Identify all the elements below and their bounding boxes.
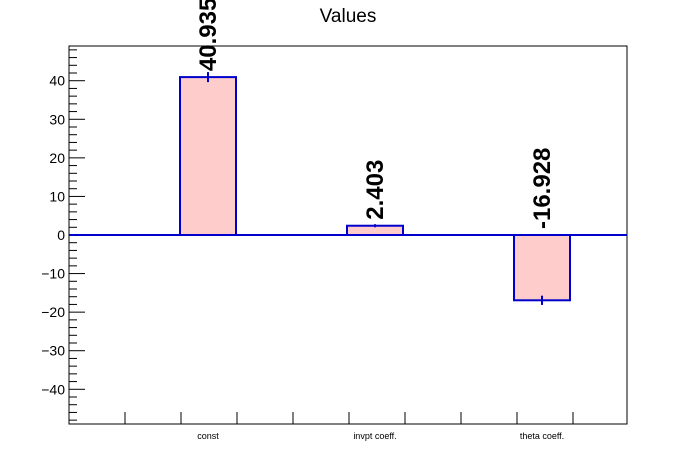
y-tick-label: 10 <box>49 188 65 204</box>
x-tick-label: invpt coeff. <box>353 431 396 441</box>
y-tick-label: −10 <box>41 266 65 282</box>
data-label: 40.935 <box>195 0 222 71</box>
y-tick-label: 40 <box>49 73 65 89</box>
data-label: -16.928 <box>529 148 556 229</box>
y-tick-label: −40 <box>41 381 65 397</box>
y-tick-label: 20 <box>49 150 65 166</box>
chart-title: Values <box>319 6 377 27</box>
bar <box>179 76 237 236</box>
y-tick-label: 30 <box>49 111 65 127</box>
y-tick-label: 0 <box>57 227 65 243</box>
tick-labels: −40 −30 −20 −10 0 10 20 30 40 40.935 const 2.403 inv… <box>41 0 564 441</box>
bar <box>513 234 571 302</box>
bars <box>179 72 571 305</box>
x-tick-label: theta coeff. <box>520 431 564 441</box>
data-label: 2.403 <box>362 160 389 220</box>
y-tick-label: −30 <box>41 343 65 359</box>
axis-ticks <box>69 49 574 424</box>
x-tick-label: const <box>197 431 219 441</box>
y-tick-label: −20 <box>41 304 65 320</box>
